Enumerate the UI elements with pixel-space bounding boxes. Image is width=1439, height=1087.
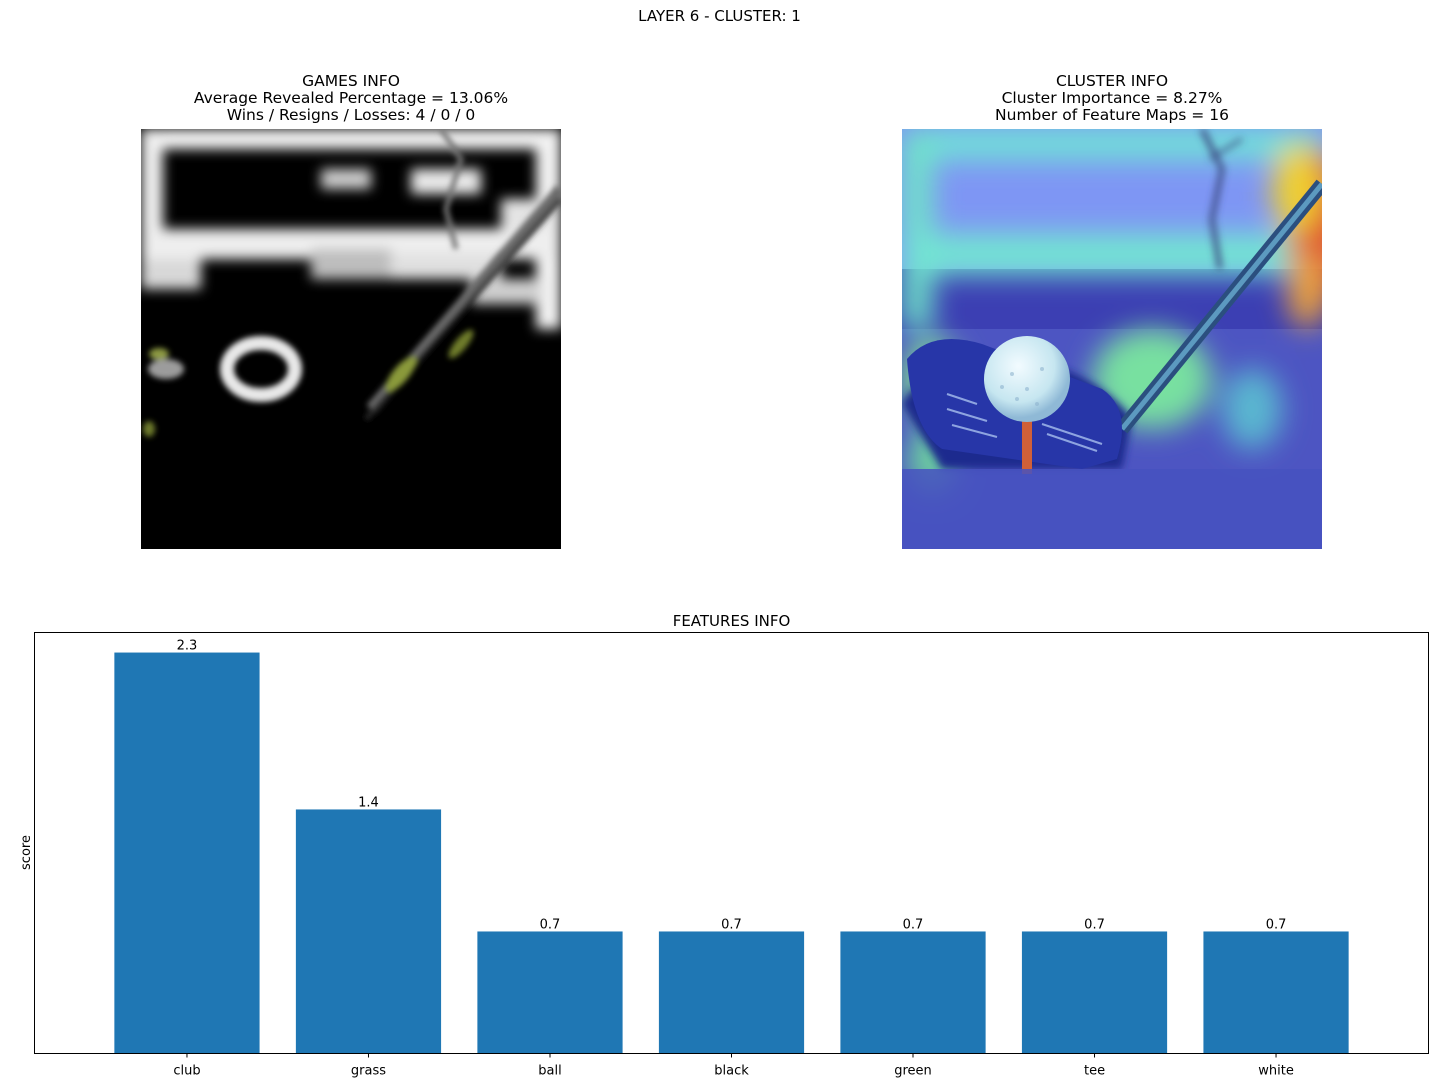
bar-value-label-green: 0.7 bbox=[903, 917, 924, 932]
revealed-percentage: Average Revealed Percentage = 13.06% bbox=[193, 89, 509, 107]
bar-value-label-white: 0.7 bbox=[1266, 917, 1287, 932]
cluster-info-heading: CLUSTER INFO bbox=[1055, 72, 1169, 90]
figure-title: LAYER 6 - CLUSTER: 1 bbox=[638, 7, 801, 25]
cluster-info-title: CLUSTER INFO Cluster Importance = 8.27% … bbox=[902, 73, 1322, 124]
bar-value-label-grass: 1.4 bbox=[358, 795, 379, 810]
bar-black bbox=[658, 931, 805, 1054]
bar-value-label-ball: 0.7 bbox=[540, 917, 561, 932]
x-tick-label-ball: ball bbox=[538, 1064, 561, 1079]
bar-grass bbox=[295, 809, 442, 1054]
feature-map-count: Number of Feature Maps = 16 bbox=[995, 106, 1229, 124]
x-tick-label-white: white bbox=[1258, 1064, 1294, 1079]
x-tick-label-grass: grass bbox=[351, 1064, 386, 1079]
games-info-title: GAMES INFO Average Revealed Percentage =… bbox=[141, 73, 561, 124]
bar-white bbox=[1203, 931, 1349, 1054]
masked-golf-image bbox=[141, 129, 561, 549]
x-tick-label-black: black bbox=[714, 1064, 749, 1079]
x-tick-label-green: green bbox=[894, 1064, 932, 1079]
wins-resigns-losses: Wins / Resigns / Losses: 4 / 0 / 0 bbox=[226, 106, 476, 124]
games-info-heading: GAMES INFO bbox=[302, 72, 400, 90]
x-tick-label-club: club bbox=[173, 1064, 200, 1079]
x-tick-label-tee: tee bbox=[1084, 1064, 1105, 1079]
chart-title: FEATURES INFO bbox=[672, 612, 791, 630]
heatmap-golf-image bbox=[902, 129, 1322, 549]
bar-ball bbox=[477, 931, 623, 1054]
bar-tee bbox=[1021, 931, 1168, 1054]
bar-green bbox=[840, 931, 986, 1054]
bar-value-label-club: 2.3 bbox=[177, 639, 198, 654]
bar-club bbox=[114, 652, 260, 1054]
cluster-importance: Cluster Importance = 8.27% bbox=[1001, 89, 1223, 107]
bar-value-label-tee: 0.7 bbox=[1084, 917, 1105, 932]
bar-value-label-black: 0.7 bbox=[721, 917, 742, 932]
